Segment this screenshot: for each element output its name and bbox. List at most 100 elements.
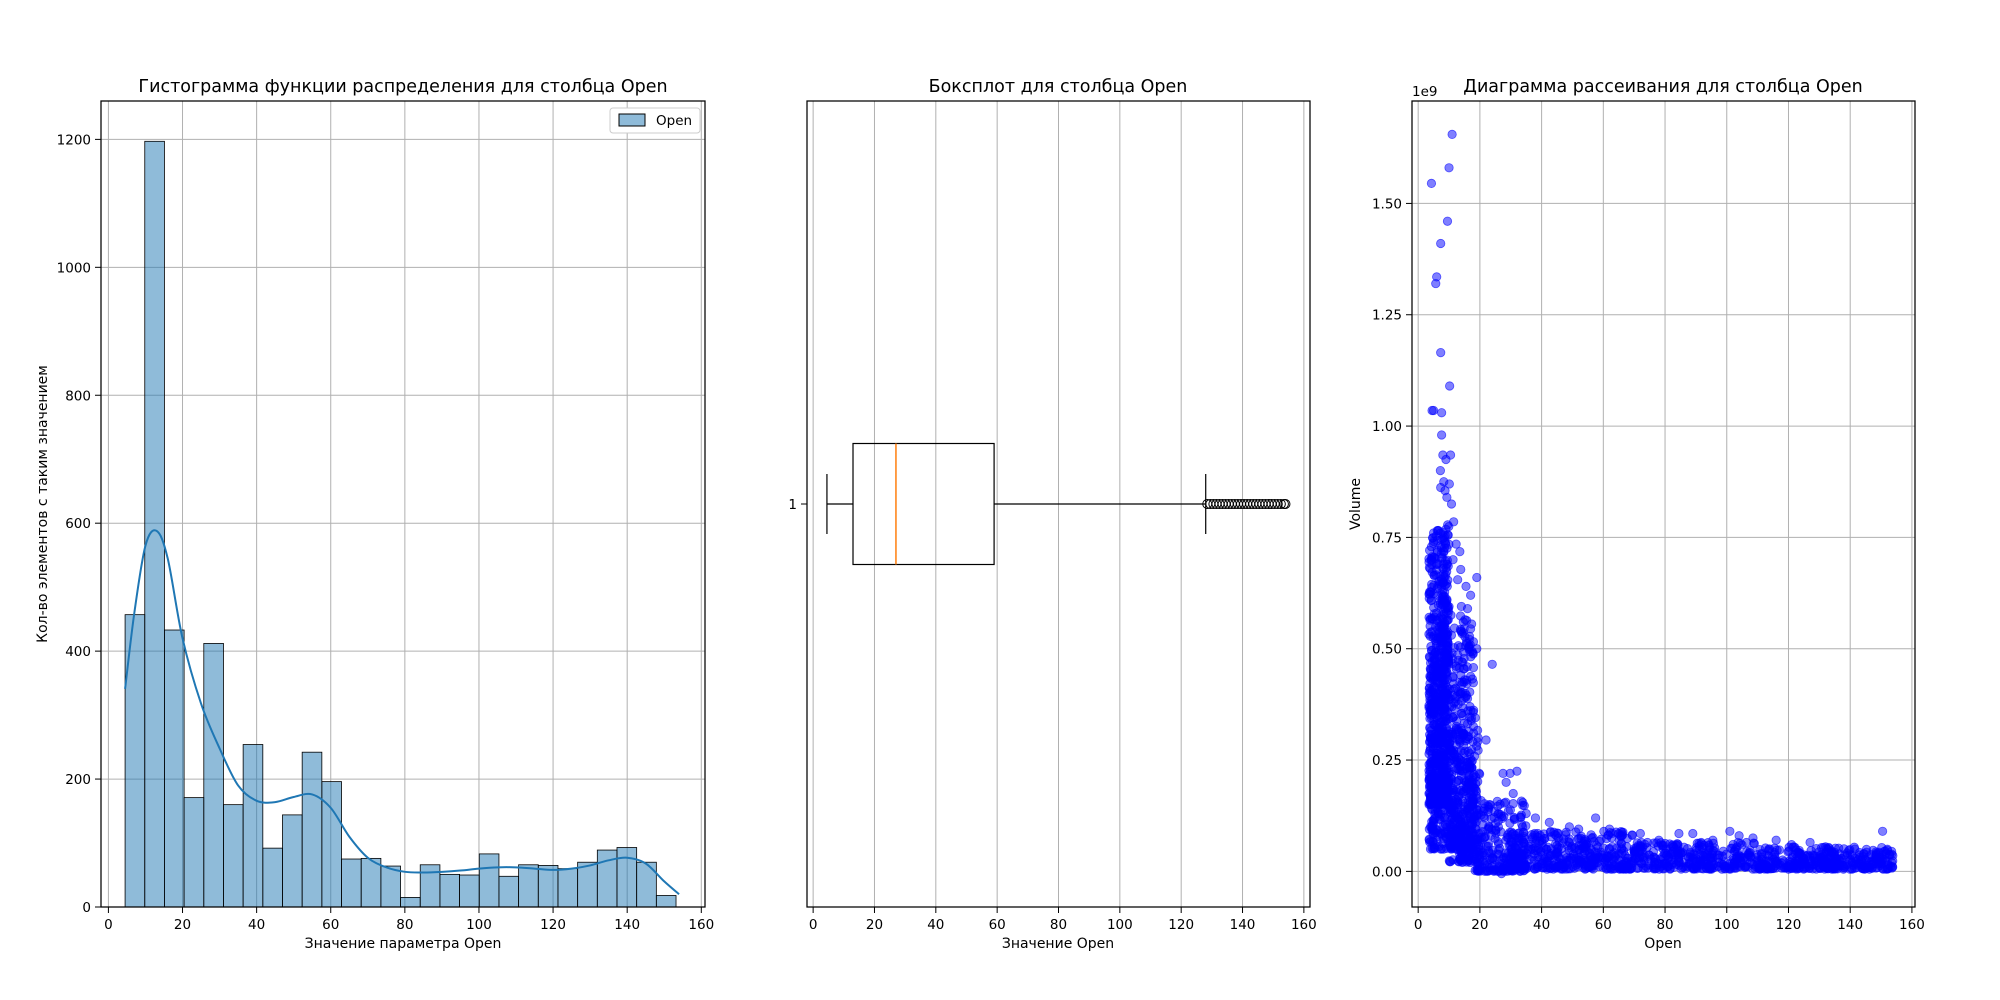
scatter-point — [1436, 778, 1446, 789]
scatter-point — [1580, 834, 1590, 845]
scatter-point — [1771, 835, 1781, 845]
scatter-point — [1444, 702, 1455, 712]
y-tick-label: 400 — [65, 644, 91, 660]
scatter-point — [1428, 538, 1438, 548]
scatter-point — [1677, 847, 1687, 858]
scatter-point — [1645, 850, 1655, 860]
scatter-title: Диаграмма рассеивания для столбца Open — [1463, 77, 1862, 97]
scatter-point — [1447, 829, 1457, 840]
scatter-point — [1456, 564, 1466, 575]
scatter-point — [1799, 854, 1809, 864]
scatter-point — [1591, 813, 1601, 823]
scatter-point — [1431, 278, 1441, 289]
scatter-point — [1468, 728, 1479, 738]
scatter-y-multiplier: 1e9 — [1412, 84, 1437, 100]
histogram-bar — [537, 865, 559, 908]
scatter-point — [1805, 863, 1815, 873]
scatter-point — [1457, 677, 1468, 687]
scatter-point — [1732, 842, 1742, 852]
x-tick-label: 60 — [322, 917, 339, 933]
scatter-point — [1447, 818, 1457, 829]
scatter-point — [1840, 850, 1850, 860]
x-tick-label: 20 — [866, 917, 883, 933]
scatter-point — [1530, 813, 1541, 823]
scatter-point — [1553, 851, 1564, 862]
scatter-point — [1479, 811, 1489, 821]
histogram-bar — [321, 781, 342, 908]
scatter-point — [1481, 735, 1491, 745]
y-tick-label: 200 — [65, 772, 91, 788]
scatter-point — [1877, 826, 1888, 836]
histogram-xlabel: Значение параметра Open — [305, 936, 502, 952]
scatter-point — [1501, 777, 1511, 787]
scatter-point — [1457, 687, 1468, 698]
legend-swatch — [618, 113, 646, 127]
scatter-point — [1635, 841, 1646, 852]
histogram-bar — [439, 873, 460, 908]
histogram-bar — [164, 629, 185, 908]
scatter-point — [1437, 408, 1447, 418]
scatter-point — [1649, 838, 1659, 848]
histogram-bar — [655, 895, 677, 908]
scatter-point — [1662, 850, 1672, 860]
scatter-xlabel: Open — [1644, 936, 1681, 952]
histogram-bar — [183, 797, 205, 908]
scatter-point — [1434, 759, 1445, 769]
x-tick-label: 100 — [1107, 917, 1133, 933]
scatter-point — [1557, 859, 1567, 869]
histogram-bar — [203, 643, 224, 908]
scatter-point — [1453, 825, 1463, 835]
scatter-point — [1445, 857, 1456, 867]
histogram-ylabel: Кол-во элементов с таким значением — [35, 365, 51, 643]
scatter-point — [1425, 587, 1435, 597]
scatter-point — [1466, 713, 1477, 723]
scatter-point — [1467, 763, 1477, 773]
scatter-point — [1436, 238, 1446, 249]
scatter-point — [1457, 708, 1467, 718]
x-tick-label: 100 — [466, 917, 492, 933]
scatter-frame — [1411, 100, 1916, 908]
scatter-point — [1426, 627, 1436, 637]
scatter-point — [1429, 405, 1439, 416]
scatter-point — [1426, 595, 1436, 605]
scatter-point — [1761, 859, 1771, 870]
scatter-point — [1456, 771, 1466, 781]
scatter-point — [1474, 768, 1484, 778]
scatter-point — [1446, 807, 1456, 818]
y-tick-label: 1.00 — [1372, 419, 1402, 435]
scatter-point — [1559, 834, 1569, 844]
histogram-title: Гистограмма функции распределения для ст… — [138, 77, 667, 97]
scatter-point — [1519, 856, 1529, 866]
scatter-point — [1443, 530, 1453, 540]
iqr-box — [852, 442, 995, 566]
scatter-point — [1445, 694, 1455, 704]
scatter-point — [1434, 728, 1444, 738]
scatter-point — [1453, 799, 1463, 810]
scatter-point — [1505, 805, 1515, 815]
scatter-point — [1566, 843, 1576, 853]
x-tick-label: 40 — [1533, 917, 1550, 933]
scatter-point — [1442, 492, 1452, 502]
scatter-grid — [1412, 101, 1915, 907]
scatter-point — [1881, 856, 1891, 866]
scatter-point — [1770, 843, 1780, 853]
histogram-bar — [577, 861, 598, 908]
scatter-point — [1490, 833, 1500, 844]
x-tick-label: 0 — [1414, 917, 1423, 933]
scatter-panel: Диаграмма рассеивания для столбца Open 0… — [1348, 77, 1925, 952]
scatter-point — [1429, 570, 1439, 580]
scatter-point — [1462, 784, 1472, 794]
scatter-point — [1446, 499, 1457, 509]
x-tick-label: 100 — [1714, 917, 1740, 933]
y-tick-label: 0.00 — [1372, 864, 1402, 880]
scatter-point — [1443, 561, 1453, 571]
y-tick-label: 0.75 — [1372, 530, 1402, 546]
y-tick-label: 1.50 — [1372, 196, 1402, 212]
scatter-point — [1427, 695, 1437, 705]
histogram-bar — [360, 857, 382, 908]
x-tick-label: 140 — [1230, 917, 1256, 933]
scatter-point — [1616, 839, 1626, 849]
scatter-point — [1515, 812, 1525, 822]
scatter-point — [1455, 547, 1465, 557]
scatter-point — [1479, 833, 1489, 843]
